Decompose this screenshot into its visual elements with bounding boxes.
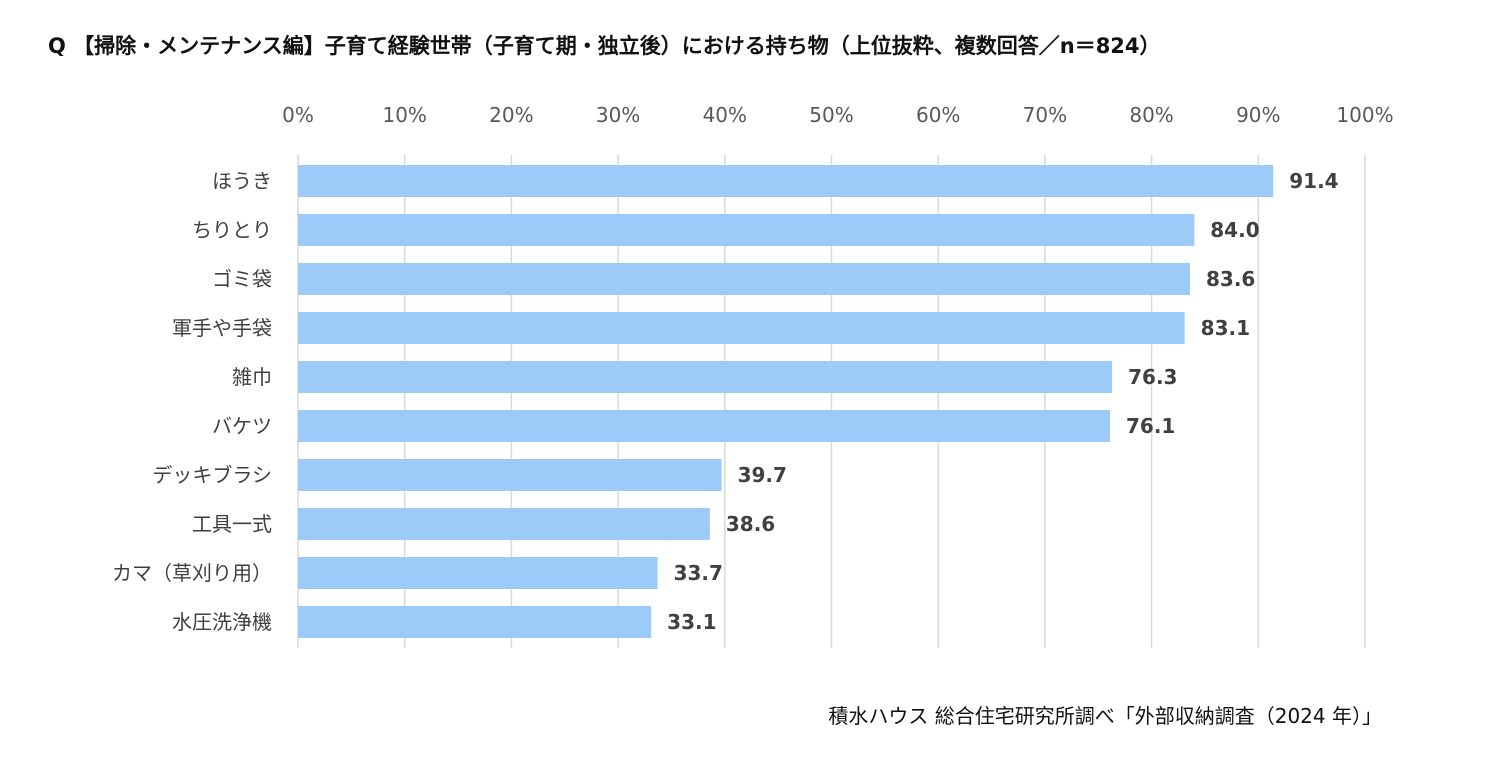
bar bbox=[298, 508, 710, 540]
x-tick-label: 50% bbox=[809, 103, 853, 127]
data-label: 76.1 bbox=[1126, 414, 1175, 438]
category-label: 工具一式 bbox=[192, 512, 272, 536]
x-tick-label: 70% bbox=[1023, 103, 1067, 127]
data-labels: 91.4 84.0 83.6 83.1 76.3 76.1 39.7 38.6 33.7 33.1 bbox=[667, 169, 1338, 634]
x-tick-label: 0% bbox=[282, 103, 314, 127]
category-label: 水圧洗浄機 bbox=[172, 610, 272, 634]
x-tick-label: 90% bbox=[1236, 103, 1280, 127]
data-label: 91.4 bbox=[1289, 169, 1338, 193]
category-label: ちりとり bbox=[192, 218, 272, 242]
bar bbox=[298, 459, 722, 491]
data-label: 84.0 bbox=[1210, 218, 1259, 242]
x-tick-label: 40% bbox=[703, 103, 747, 127]
bars bbox=[298, 165, 1274, 638]
category-label: カマ（草刈り用） bbox=[112, 561, 272, 585]
bar bbox=[298, 214, 1195, 246]
category-label: ゴミ袋 bbox=[212, 267, 272, 291]
category-label: 軍手や手袋 bbox=[172, 316, 272, 340]
bar bbox=[298, 312, 1185, 344]
data-label: 76.3 bbox=[1128, 365, 1177, 389]
x-tick-label: 80% bbox=[1129, 103, 1173, 127]
data-label: 83.6 bbox=[1206, 267, 1255, 291]
x-tick-label: 30% bbox=[596, 103, 640, 127]
x-axis-ticks: 0% 10% 20% 30% 40% 50% 60% 70% 80% 90% 100% bbox=[282, 103, 1393, 127]
bar bbox=[298, 557, 658, 589]
bar bbox=[298, 606, 652, 638]
source-note: 積水ハウス 総合住宅研究所調べ「外部収納調査（2024 年）」 bbox=[828, 704, 1382, 728]
x-tick-label: 20% bbox=[489, 103, 533, 127]
data-label: 83.1 bbox=[1201, 316, 1250, 340]
bar bbox=[298, 361, 1113, 393]
chart-title: Q 【掃除・メンテナンス編】子育て経験世帯（子育て期・独立後）における持ち物（上… bbox=[48, 34, 1161, 58]
category-label: デッキブラシ bbox=[152, 463, 272, 487]
data-label: 38.6 bbox=[726, 512, 775, 536]
data-label: 39.7 bbox=[738, 463, 787, 487]
category-label: ほうき bbox=[212, 169, 272, 193]
x-tick-label: 10% bbox=[382, 103, 426, 127]
data-label: 33.7 bbox=[674, 561, 723, 585]
bar bbox=[298, 165, 1274, 197]
category-label: バケツ bbox=[212, 414, 272, 438]
x-tick-label: 100% bbox=[1336, 103, 1393, 127]
bar bbox=[298, 410, 1110, 442]
x-tick-label: 60% bbox=[916, 103, 960, 127]
bar bbox=[298, 263, 1191, 295]
category-label: 雑巾 bbox=[232, 365, 272, 389]
data-label: 33.1 bbox=[667, 610, 716, 634]
